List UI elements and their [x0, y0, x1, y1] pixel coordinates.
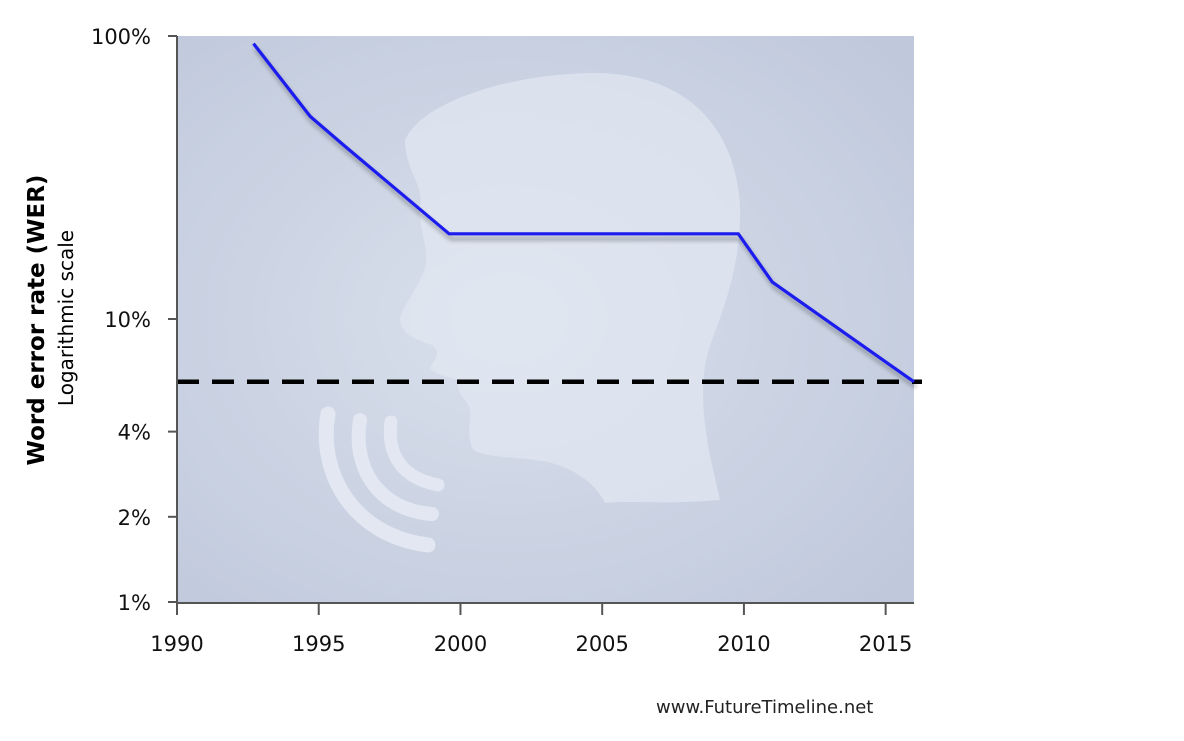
y-tick-label: 10%: [104, 308, 151, 332]
x-tick-label: 2000: [434, 632, 487, 656]
x-tick-label: 1995: [292, 632, 345, 656]
y-tick-label: 1%: [118, 591, 151, 615]
y-tick-label: 100%: [91, 25, 151, 49]
source-credit: www.FutureTimeline.net: [656, 697, 874, 718]
y-ticks: 100% 10% 4% 2% 1%: [91, 25, 177, 615]
x-tick-label: 2005: [575, 632, 628, 656]
series-line: [252, 42, 915, 384]
speaking-head-icon: [318, 72, 741, 553]
x-tick-label: 2015: [859, 632, 912, 656]
y-axis-title: Word error rate (WER): [24, 175, 50, 466]
x-tick-label: 2010: [717, 632, 770, 656]
y-axis-subtitle: Logarithmic scale: [54, 230, 78, 406]
y-tick-label: 2%: [118, 506, 151, 530]
x-ticks: 1990 1995 2000 2005 2010 2015: [150, 602, 912, 656]
y-tick-label: 4%: [118, 421, 151, 445]
x-tick-label: 1990: [150, 632, 203, 656]
